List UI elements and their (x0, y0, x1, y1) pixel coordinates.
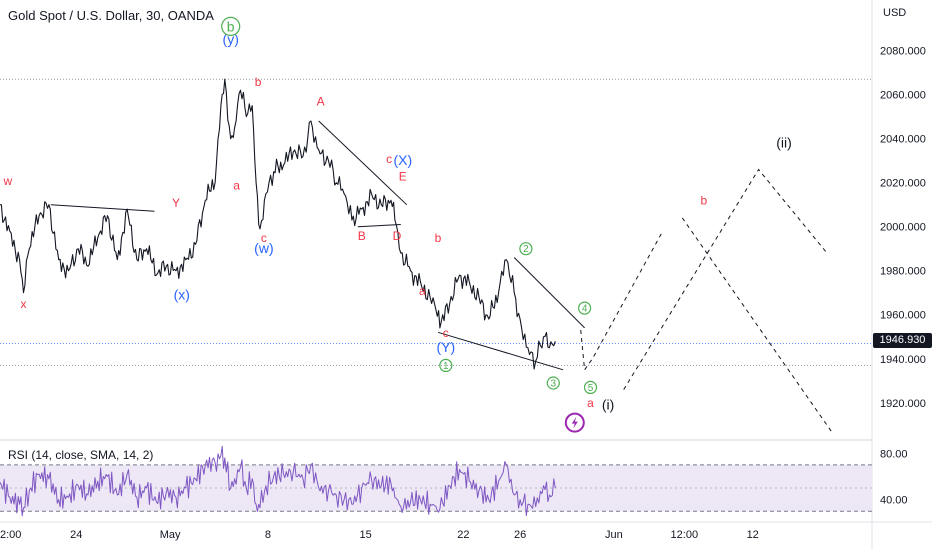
wave-label-1: x (21, 297, 27, 311)
time-tick-0: 2:00 (0, 529, 21, 541)
rsi-tick-0: 80.00 (880, 448, 908, 460)
time-tick-8: 12:00 (671, 529, 699, 541)
price-tick-0: 2080.000 (880, 46, 926, 58)
time-tick-1: 24 (70, 529, 82, 541)
time-tick-7: Jun (605, 529, 623, 541)
trend-line-0 (50, 204, 155, 212)
circled-label-5: 5 (588, 383, 594, 394)
wave-label-17: c (443, 326, 449, 340)
trend-line-2 (357, 224, 401, 228)
circled-label-4: 4 (582, 304, 588, 315)
wave-label-15: b (435, 231, 442, 245)
wave-label-8: (w) (254, 240, 273, 256)
chart-title: Gold Spot / U.S. Dollar, 30, OANDA (8, 8, 214, 23)
lightning-icon (571, 416, 578, 429)
circled-label-ring-2 (519, 242, 533, 256)
price-axis[interactable]: 2080.000 2060.000 2040.000 2020.000 2000.000… (880, 46, 926, 410)
circled-label-ring-1 (439, 358, 453, 372)
circled-label-ring-3 (546, 376, 560, 390)
time-tick-5: 22 (457, 529, 469, 541)
time-tick-3: 8 (265, 529, 271, 541)
price-line (0, 78, 556, 370)
wave-label-19: a (587, 396, 594, 410)
price-tick-7: 1940.000 (880, 354, 926, 366)
wave-label-7: c (261, 231, 267, 245)
wave-label-16: a (419, 284, 426, 298)
wave-label-12: (X) (393, 152, 412, 168)
wave-lines (50, 120, 834, 434)
time-tick-4: 15 (359, 529, 371, 541)
circled-label-ring-0 (221, 16, 241, 36)
wave-label-20: (i) (602, 396, 614, 412)
price-tick-5: 1980.000 (880, 266, 926, 278)
time-tick-6: 26 (514, 529, 526, 541)
wave-label-14: D (393, 229, 402, 243)
circled-label-0: b (227, 18, 235, 34)
wave-label-0: w (2, 174, 12, 188)
wave-label-18: (Y) (436, 339, 455, 355)
projection-line-5 (580, 230, 664, 372)
projection-line-7 (681, 217, 834, 434)
currency-label[interactable]: USD (883, 7, 907, 19)
current-price-tag: 1946.930 (873, 333, 932, 348)
rsi-pane (0, 445, 872, 517)
circled-label-1: 1 (443, 361, 449, 372)
price-tick-4: 2000.000 (880, 222, 926, 234)
projection-line-6 (623, 168, 828, 390)
wave-label-2: Y (172, 196, 180, 210)
wave-label-22: (ii) (776, 135, 792, 151)
price-tick-6: 1960.000 (880, 310, 926, 322)
wave-label-5: b (255, 75, 262, 89)
wave-label-11: c (386, 152, 392, 166)
time-tick-2: May (160, 529, 181, 541)
circled-label-ring-5 (583, 380, 598, 394)
wave-label-4: a (233, 178, 240, 192)
price-tick-2: 2040.000 (880, 134, 926, 146)
wave-label-21: b (701, 194, 708, 208)
circled-label-2: 2 (523, 244, 529, 255)
price-tick-1: 2060.000 (880, 90, 926, 102)
price-tick-8: 1920.000 (880, 398, 926, 410)
wave-label-13: E (399, 170, 407, 184)
trend-line-1 (318, 120, 408, 206)
rsi-line (0, 445, 556, 517)
price-tick-3: 2020.000 (880, 178, 926, 190)
circled-label-ring-4 (577, 301, 592, 315)
time-axis[interactable]: 2:00 24 May 8 15 22 26 Jun 12:00 12 (0, 529, 759, 541)
circled-label-3: 3 (551, 379, 557, 390)
wave-label-3: (x) (174, 286, 190, 302)
trend-line-4 (513, 257, 585, 329)
wave-label-10: B (358, 229, 366, 243)
rsi-tick-1: 40.00 (880, 495, 908, 507)
rsi-label[interactable]: RSI (14, close, SMA, 14, 2) (8, 448, 154, 462)
rsi-axis: 80.00 40.00 (880, 448, 908, 506)
time-tick-9: 12 (747, 529, 759, 541)
wave-label-9: A (317, 95, 325, 109)
price-series (0, 78, 556, 370)
trend-line-3 (437, 331, 564, 371)
wave-labels: wxY(x)ab(y)c(w)ABc (X)ED bac(Y)a (i)b(ii)b1… (2, 16, 792, 433)
